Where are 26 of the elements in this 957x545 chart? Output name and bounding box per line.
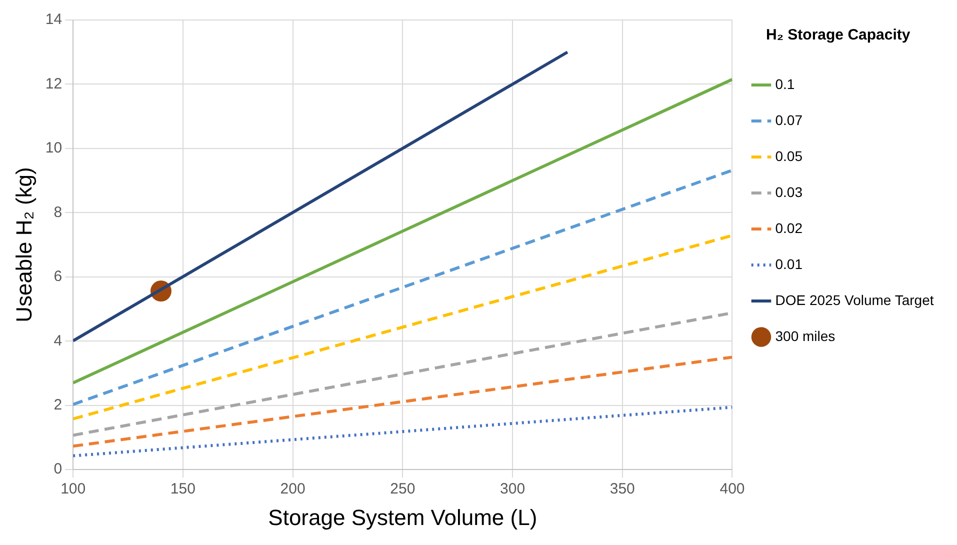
y-tick-label: 2 [54,396,62,414]
legend-label: DOE 2025 Volume Target [775,292,934,308]
x-axis-title: Storage System Volume (L) [268,504,538,530]
legend-label: 300 miles [775,328,836,344]
y-tick-label: 14 [45,11,62,28]
legend-label: 0.1 [775,76,795,92]
x-tick-label: 200 [280,480,306,498]
legend-label: 0.07 [775,112,803,128]
y-tick-label: 8 [54,204,62,221]
legend-title: H₂ Storage Capacity [766,26,911,44]
y-tick-label: 6 [54,268,62,286]
y-axis-title: Useable H₂ (kg) [11,167,36,322]
x-tick-label: 300 [500,480,526,498]
x-tick-label: 100 [60,480,86,498]
x-tick-label: 150 [170,480,196,498]
legend-label: 0.05 [775,148,803,164]
legend-label: 0.01 [775,256,803,272]
legend-label: 0.02 [775,220,803,236]
y-tick-label: 0 [54,460,62,478]
y-tick-label: 10 [45,140,62,157]
x-tick-label: 350 [610,480,635,498]
y-tick-label: 4 [54,332,62,350]
legend-label: 0.03 [775,184,803,200]
y-tick-label: 12 [45,75,62,92]
x-tick-label: 400 [720,480,745,498]
x-tick-label: 250 [390,480,416,498]
